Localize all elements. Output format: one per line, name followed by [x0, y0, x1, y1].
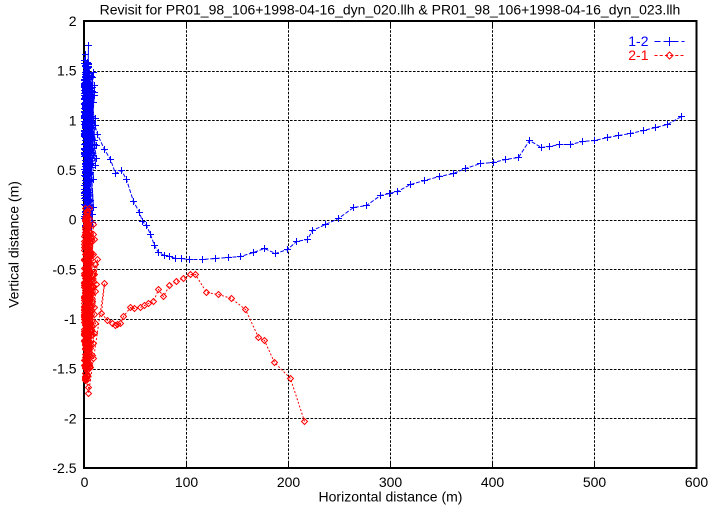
- svg-text:Revisit for PR01_98_106+1998-0: Revisit for PR01_98_106+1998-04-16_dyn_0…: [100, 2, 681, 18]
- svg-text:0.5: 0.5: [57, 162, 77, 178]
- svg-text:2: 2: [69, 13, 77, 29]
- svg-text:600: 600: [685, 474, 709, 490]
- svg-text:100: 100: [175, 474, 199, 490]
- svg-text:400: 400: [481, 474, 505, 490]
- svg-text:1.5: 1.5: [57, 63, 77, 79]
- svg-text:300: 300: [379, 474, 403, 490]
- svg-text:-2.5: -2.5: [52, 460, 76, 476]
- svg-text:-2: -2: [64, 410, 77, 426]
- svg-text:200: 200: [277, 474, 301, 490]
- svg-text:-0.5: -0.5: [52, 261, 76, 277]
- svg-text:-1.5: -1.5: [52, 361, 76, 377]
- svg-text:1: 1: [69, 112, 77, 128]
- svg-text:-1: -1: [64, 311, 77, 327]
- svg-text:0: 0: [81, 474, 89, 490]
- svg-text:1-2: 1-2: [628, 33, 648, 49]
- svg-text:500: 500: [583, 474, 607, 490]
- svg-text:Vertical distance (m): Vertical distance (m): [6, 181, 22, 308]
- svg-text:2-1: 2-1: [628, 47, 648, 63]
- svg-text:Horizontal distance (m): Horizontal distance (m): [319, 489, 463, 505]
- svg-text:0: 0: [69, 212, 77, 228]
